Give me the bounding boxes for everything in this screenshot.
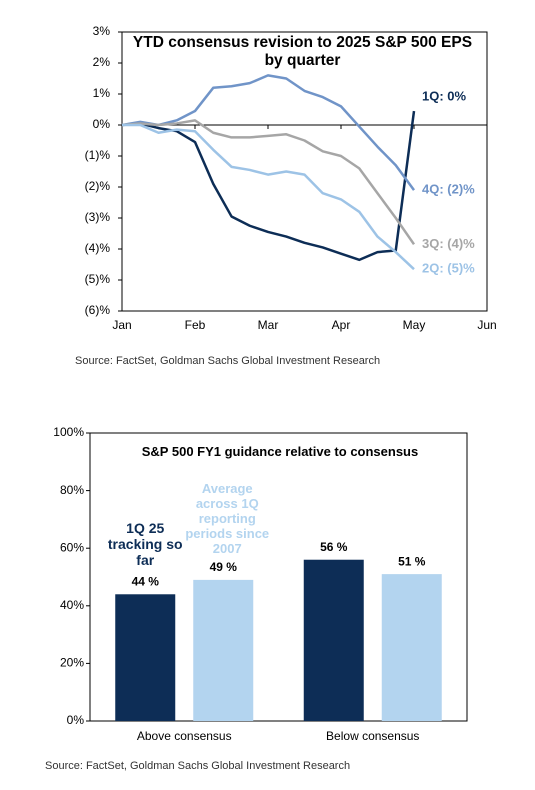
series-name-box: 1Q 25 tracking so far <box>107 520 183 568</box>
y-tick-label: 100% <box>53 425 84 439</box>
series-line <box>121 74 416 191</box>
y-tick-label: 0% <box>93 117 111 131</box>
x-tick-label: Below consensus <box>326 729 419 743</box>
x-tick-label: Jan <box>112 318 131 332</box>
x-tick-label: May <box>403 318 426 332</box>
y-tick-label: 80% <box>60 483 84 497</box>
series-line <box>121 119 416 246</box>
y-tick-label: 3% <box>93 24 111 38</box>
x-tick-label: Mar <box>258 318 279 332</box>
series-label: 3Q: (4)% <box>422 236 475 251</box>
y-tick-label: 40% <box>60 598 84 612</box>
y-tick-label: 60% <box>60 540 84 554</box>
y-tick-label: (6)% <box>85 303 111 317</box>
value-label: 49 % <box>210 560 238 574</box>
x-tick-label: Feb <box>185 318 206 332</box>
x-tick-label: Above consensus <box>137 729 232 743</box>
source: Source: FactSet, Goldman Sachs Global In… <box>45 760 350 772</box>
y-tick-label: 20% <box>60 656 84 670</box>
plot-frame <box>89 432 468 722</box>
series-line <box>122 123 415 271</box>
y-tick-label: (5)% <box>85 272 111 286</box>
series-name-box: Average across 1Q reporting periods sinc… <box>185 481 270 556</box>
value-label: 56 % <box>320 540 348 554</box>
chart-title: YTD consensus revision to 2025 S&P 500 E… <box>132 34 473 69</box>
x-tick-label: Jun <box>477 318 496 332</box>
x-tick-label: Apr <box>332 318 351 332</box>
y-tick-label: 1% <box>93 86 111 100</box>
value-label: 51 % <box>398 554 426 568</box>
bar <box>193 579 254 721</box>
y-tick-label: (3)% <box>85 210 111 224</box>
series-label: 1Q: 0% <box>422 88 467 103</box>
plot-frame <box>121 31 488 312</box>
source: Source: FactSet, Goldman Sachs Global In… <box>75 355 380 367</box>
chart-title-box: S&P 500 FY1 guidance relative to consens… <box>141 444 419 459</box>
series-line <box>121 110 416 262</box>
bar <box>115 594 176 721</box>
y-tick-label: (2)% <box>85 179 111 193</box>
chart-title-box: YTD consensus revision to 2025 S&P 500 E… <box>132 34 473 69</box>
series-label: 2Q: (5)% <box>422 261 475 276</box>
bar <box>381 574 442 721</box>
y-tick-label: 2% <box>93 55 111 69</box>
y-tick-label: (4)% <box>85 241 111 255</box>
series-name: Average across 1Q reporting periods sinc… <box>185 481 270 556</box>
chart-title: S&P 500 FY1 guidance relative to consens… <box>141 444 419 459</box>
y-tick-label: 0% <box>67 713 85 727</box>
y-tick-label: (1)% <box>85 148 111 162</box>
bar <box>303 559 364 721</box>
series-name: 1Q 25 tracking so far <box>107 520 183 568</box>
value-label: 44 % <box>132 574 160 588</box>
series-label: 4Q: (2)% <box>422 182 475 197</box>
